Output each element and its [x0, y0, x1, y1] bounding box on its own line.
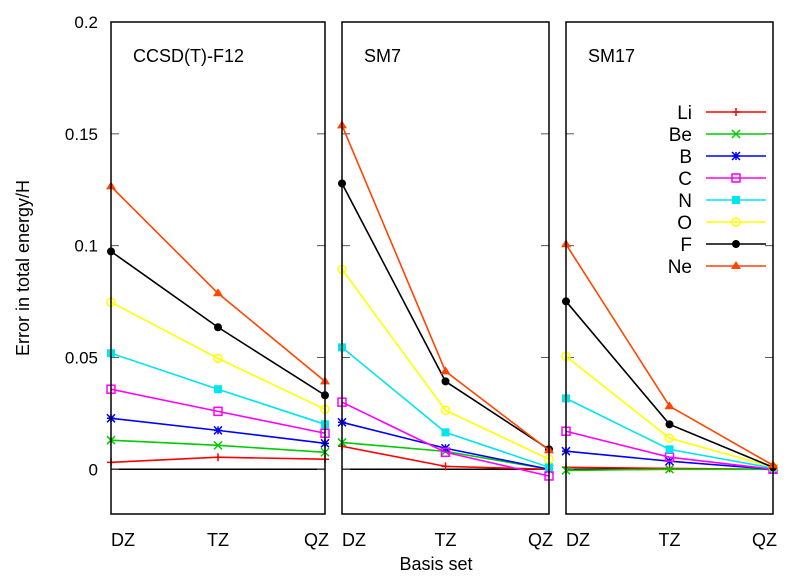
x-tick-label: DZ: [111, 530, 135, 550]
y-tick-label: 0.15: [65, 125, 98, 144]
square-marker: [440, 447, 451, 458]
series-F: [107, 247, 329, 400]
series-line: [110, 185, 326, 383]
circle-marker: [440, 405, 451, 415]
panel-title: CCSD(T)-F12: [133, 46, 244, 66]
plus-marker: [214, 453, 222, 462]
series-line: [565, 355, 774, 468]
legend-label: C: [678, 169, 692, 190]
square-marker: [731, 173, 741, 183]
square-marker: [441, 428, 450, 437]
circle-marker: [664, 433, 675, 443]
legend-label: F: [680, 235, 692, 256]
star-marker: [213, 425, 223, 435]
x-axis-label: Basis set: [399, 554, 472, 574]
cross-marker: [731, 129, 741, 139]
legend-item-N: N: [678, 191, 766, 212]
cross-marker: [664, 464, 675, 474]
triangle-marker: [731, 261, 741, 269]
panel-frame: [341, 21, 550, 515]
legend-label: Li: [677, 103, 692, 124]
legend-item-B: B: [679, 147, 766, 168]
panel-2: SM17 DZ TZ QZ: [561, 21, 778, 550]
y-tick-label: 0.05: [65, 348, 98, 367]
plus-marker: [441, 462, 450, 471]
square-marker: [214, 385, 222, 394]
x-tick-label: TZ: [659, 530, 681, 550]
square-marker: [665, 445, 674, 454]
panel-1: SM7 DZ TZ QZ: [337, 21, 554, 550]
circle-marker: [214, 323, 222, 332]
legend-label: N: [678, 191, 692, 212]
legend-item-Li: Li: [677, 103, 766, 124]
circle-marker: [732, 240, 740, 248]
y-tick-label: 0.1: [74, 237, 98, 256]
x-tick-label: DZ: [342, 530, 366, 550]
plus-marker: [732, 108, 740, 116]
star-marker: [731, 151, 741, 161]
x-tick-label: TZ: [207, 530, 229, 550]
panel-0: CCSD(T)-F12 DZ TZ QZ: [106, 21, 330, 550]
legend-item-F: F: [680, 235, 766, 256]
legend-label: O: [677, 213, 692, 234]
square-marker: [732, 196, 740, 204]
cross-marker: [213, 440, 223, 450]
triangle-marker: [664, 401, 675, 410]
y-tick-label: 0.2: [74, 13, 98, 32]
circle-marker: [441, 377, 450, 386]
x-tick-label: TZ: [435, 530, 457, 550]
series-Ne: [337, 120, 554, 454]
series-F: [562, 297, 777, 472]
series-Li: [107, 453, 329, 467]
panel-frame: [565, 21, 774, 515]
circle-marker: [665, 420, 674, 429]
x-tick-label: QZ: [528, 530, 553, 550]
series-line: [341, 268, 550, 460]
legend-item-C: C: [678, 169, 766, 190]
legend-item-O: O: [677, 213, 766, 234]
legend-item-Be: Be: [669, 125, 766, 146]
x-tick-label: QZ: [304, 530, 329, 550]
circle-marker: [731, 217, 741, 227]
panel-title: SM7: [364, 46, 401, 66]
legend-label: Ne: [668, 257, 692, 278]
y-axis-label: Error in total energy/H: [13, 180, 33, 356]
series-line: [341, 125, 550, 451]
square-marker: [213, 406, 223, 417]
x-tick-label: DZ: [566, 530, 590, 550]
legend-label: Be: [669, 125, 692, 146]
series-line: [565, 430, 774, 471]
legend-label: B: [679, 147, 692, 168]
x-tick-label: QZ: [752, 530, 777, 550]
series-line: [110, 301, 326, 411]
panel-title: SM17: [588, 46, 635, 66]
legend-item-Ne: Ne: [668, 257, 766, 278]
triangle-marker: [213, 288, 223, 297]
series-line: [110, 388, 326, 435]
panel-frame: [110, 21, 326, 515]
y-tick-label: 0: [89, 460, 98, 479]
series-line: [341, 401, 550, 477]
circle-marker: [213, 353, 223, 364]
series-F: [338, 179, 553, 454]
triangle-marker: [440, 366, 451, 375]
series-N: [107, 349, 329, 429]
